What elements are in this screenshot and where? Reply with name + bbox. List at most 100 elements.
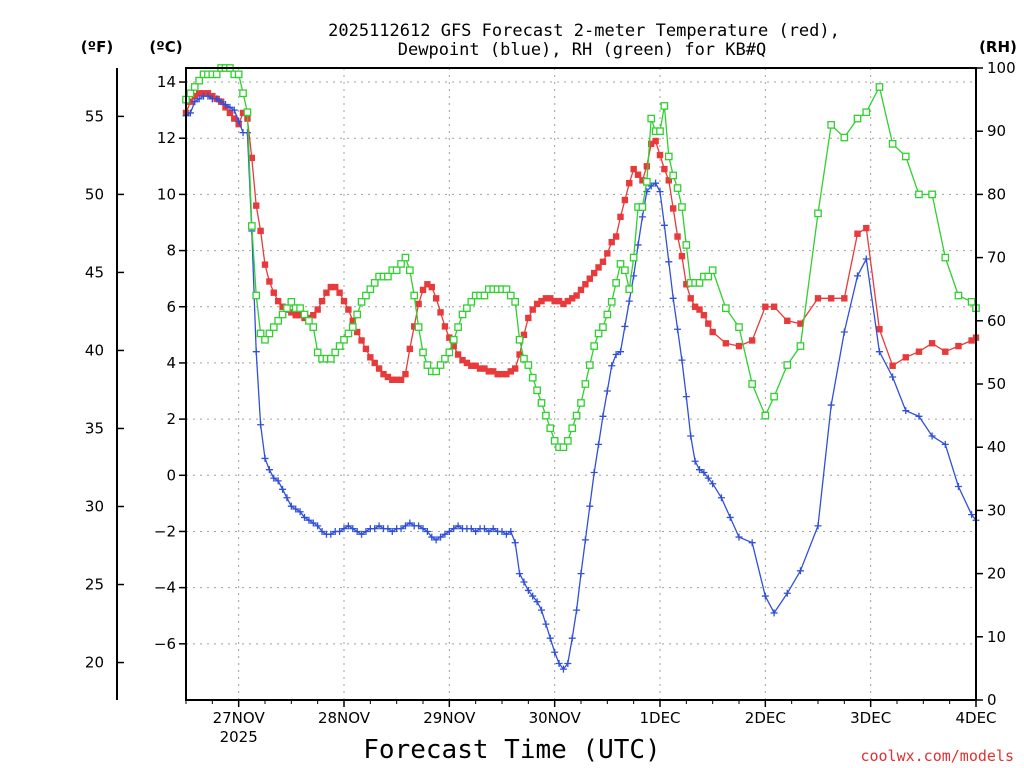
dewpoint-point [656, 188, 664, 196]
dewpoint-point [796, 567, 804, 575]
rh-point [537, 399, 546, 407]
rh-point [506, 291, 515, 300]
rh-point [660, 102, 669, 110]
dewpoint-point [344, 522, 352, 530]
rh-point [695, 279, 704, 287]
dewpoint-point [595, 440, 603, 448]
rh-point [195, 76, 204, 85]
temperature-point [459, 356, 466, 364]
temperature-point [762, 303, 769, 310]
temperature-point [748, 337, 756, 344]
temperature-point [340, 297, 348, 305]
dewpoint-point [726, 513, 734, 521]
temperature-point [450, 342, 457, 350]
celsius-tick-label: 6 [166, 298, 176, 316]
rh-point [577, 399, 585, 407]
temperature-point [586, 275, 593, 282]
rh-point [599, 323, 607, 331]
temperature-point [889, 362, 896, 369]
dewpoint-point [235, 117, 243, 125]
dewpoint-point [441, 530, 449, 538]
rh-point [247, 222, 256, 230]
temperature-point [424, 281, 431, 288]
temperature-point [770, 303, 778, 310]
rh-point [621, 266, 629, 275]
rh-point [915, 190, 923, 199]
celsius-tick-label: 4 [166, 354, 176, 372]
dewpoint-point [696, 466, 703, 474]
rh-point [901, 152, 910, 161]
x-tick-label: 3DEC [850, 709, 891, 727]
dewpoint-point [489, 525, 497, 533]
rh-point [366, 285, 375, 294]
rh-point [419, 348, 427, 357]
dewpoint-point [748, 539, 756, 547]
celsius-tick-label: −6 [154, 635, 176, 653]
temperature-point [490, 368, 497, 375]
dewpoint-point [647, 182, 655, 190]
rh-point [607, 297, 616, 306]
rh-point [585, 361, 594, 369]
fahrenheit-tick-label: 25 [85, 576, 104, 594]
dewpoint-point [270, 474, 278, 482]
dewpoint-point [770, 609, 778, 617]
dewpoint-point [941, 440, 949, 448]
dewpoint-point [617, 348, 624, 356]
dewpoint-point [450, 525, 458, 533]
dewpoint-point [638, 213, 646, 221]
dewpoint-point [314, 522, 322, 530]
rh-point [458, 310, 467, 319]
temperature-point [735, 342, 743, 350]
dewpoint-point [296, 508, 304, 516]
rh-point [664, 152, 673, 161]
temperature-point [551, 297, 558, 305]
dewpoint-point [265, 466, 273, 474]
rh-tick-label: 60 [987, 312, 1006, 330]
rh-point [590, 342, 599, 350]
dewpoint-point [717, 494, 725, 502]
temperature-point [661, 165, 668, 173]
dewpoint-point [336, 527, 344, 535]
temperature-point [270, 289, 277, 296]
temperature-point [336, 289, 343, 296]
rh-point [625, 285, 634, 294]
dewpoint-point [186, 109, 194, 117]
rh-point [449, 335, 458, 344]
celsius-tick-label: 12 [157, 129, 176, 147]
temperature-point [279, 303, 286, 310]
temperature-point [476, 365, 484, 372]
temperature-point [669, 205, 677, 212]
dewpoint-line [185, 95, 977, 671]
rh-point [875, 83, 884, 91]
temperature-point [274, 297, 282, 305]
rh-tick-label: 20 [987, 565, 1006, 583]
dewpoint-point [252, 348, 260, 356]
dewpoint-point [625, 297, 633, 305]
temperature-point [683, 281, 690, 288]
temperature-point [415, 300, 422, 308]
rh-tick-label: 40 [987, 438, 1006, 456]
rh-point [603, 310, 612, 319]
rh-tick-label: 50 [987, 375, 1006, 393]
rh-point [528, 373, 537, 382]
temperature-point [955, 342, 962, 350]
rh-point [423, 361, 432, 369]
dewpoint-point [603, 387, 611, 395]
dewpoint-point [682, 393, 690, 401]
temperature-point [590, 269, 598, 277]
rh-point [405, 266, 414, 275]
temperature-point [827, 295, 835, 302]
fahrenheit-unit-label: (ºF) [81, 38, 113, 56]
rh-point [480, 291, 489, 300]
rh-point [770, 392, 778, 401]
temperature-point [696, 306, 703, 313]
celsius-tick-label: 0 [166, 466, 176, 484]
fahrenheit-tick-label: 30 [85, 497, 104, 515]
rh-point [432, 367, 441, 376]
dewpoint-point [704, 474, 712, 482]
rh-point [520, 354, 528, 363]
plot-frame [185, 67, 977, 701]
dewpoint-point [516, 570, 524, 578]
temperature-point [402, 370, 409, 378]
dewpoint-point [467, 525, 475, 533]
